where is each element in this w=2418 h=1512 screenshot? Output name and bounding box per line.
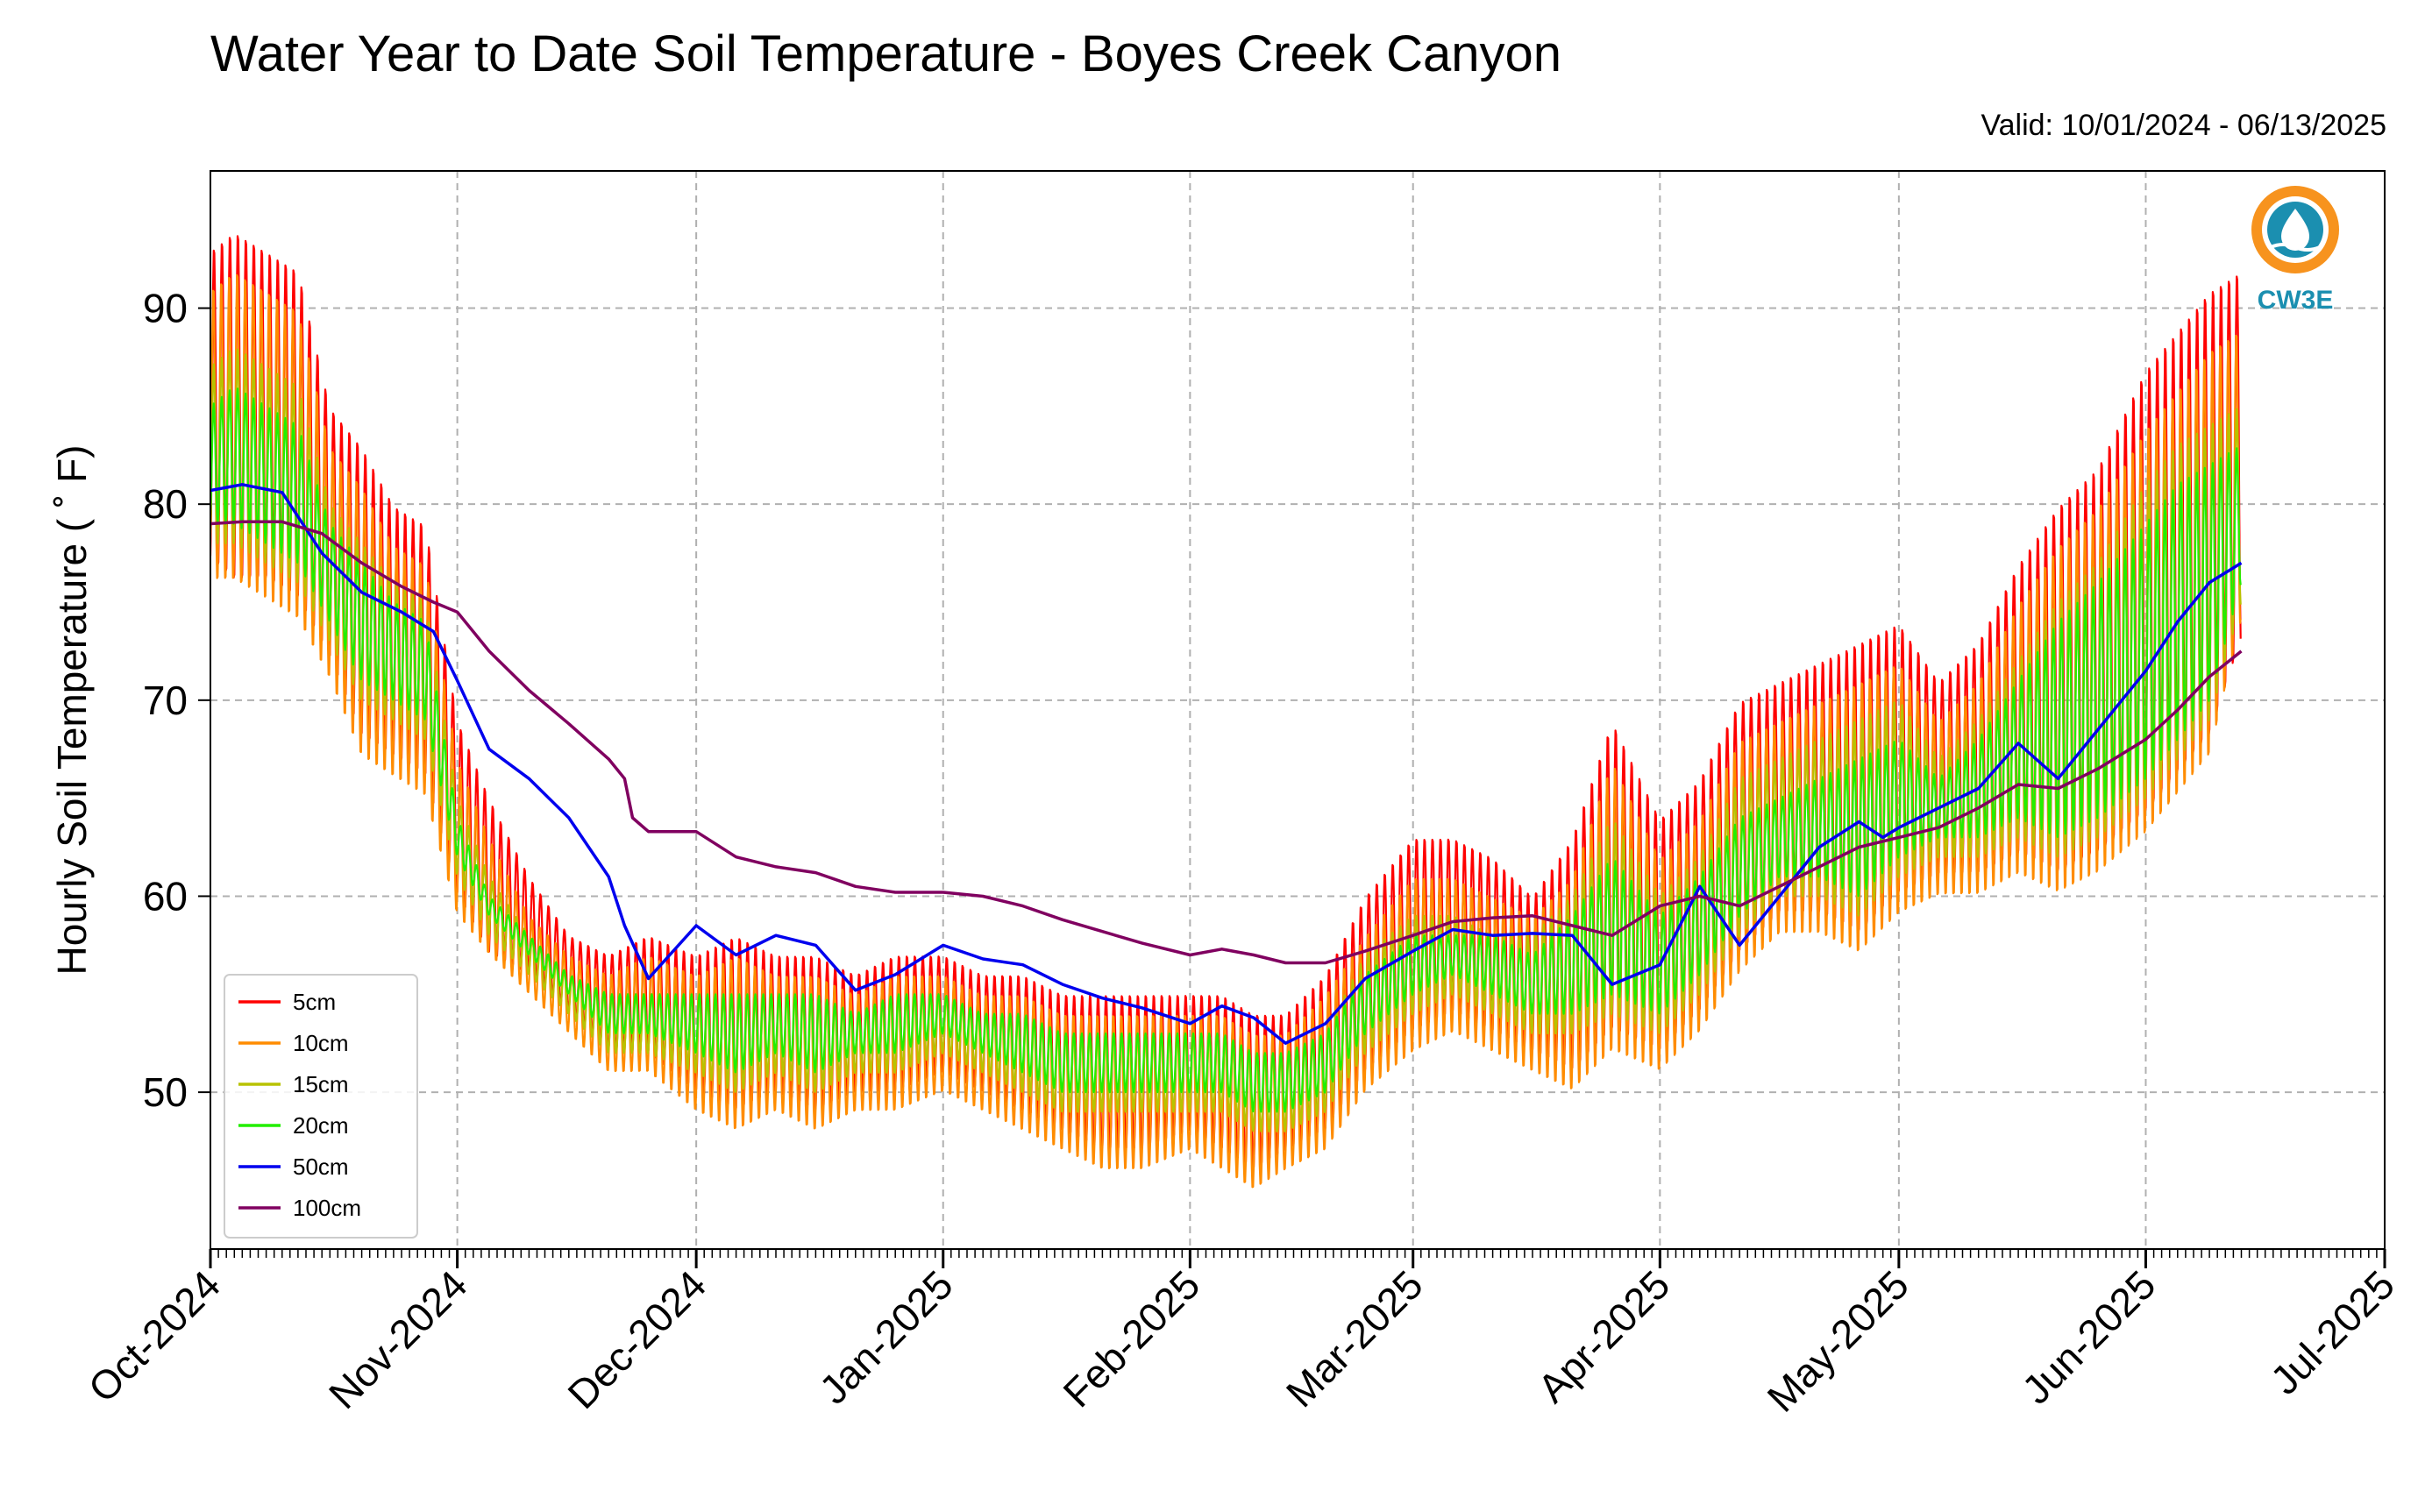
y-tick-label: 90 xyxy=(143,286,188,331)
y-tick-label: 50 xyxy=(143,1069,188,1115)
x-tick-label: Feb-2025 xyxy=(1054,1261,1208,1416)
x-tick-label: Dec-2024 xyxy=(558,1261,715,1417)
y-axis-title: Hourly Soil Temperature ( ˚ F) xyxy=(49,445,95,976)
x-tick-label: Jun-2025 xyxy=(2013,1261,2164,1412)
axes: 50 60 70 80 90 Oct-2024 Nov-2024 Dec-2024 Jan-20… xyxy=(80,286,2404,1421)
valid-date-range: Valid: 10/01/2024 - 06/13/2025 xyxy=(1981,109,2386,142)
series-line-20cm xyxy=(210,387,2242,1113)
y-tick-label: 60 xyxy=(143,873,188,919)
legend-label-50cm: 50cm xyxy=(293,1154,349,1180)
x-tick-label: Jul-2025 xyxy=(2262,1261,2404,1403)
x-tick-label: May-2025 xyxy=(1759,1261,1917,1420)
x-tick-label: Nov-2024 xyxy=(320,1261,476,1417)
x-minor-ticks xyxy=(210,1249,2386,1258)
legend-frame xyxy=(224,974,418,1239)
legend-label-5cm: 5cm xyxy=(293,989,336,1015)
y-tick-label: 70 xyxy=(143,678,188,723)
x-tick-label: Apr-2025 xyxy=(1529,1261,1679,1411)
series-line-100cm xyxy=(210,520,2243,965)
x-tick-label: Mar-2025 xyxy=(1277,1261,1432,1416)
series-line-10cm xyxy=(210,273,2242,1189)
series-line-50cm xyxy=(210,483,2243,1045)
plot-frame xyxy=(210,170,2386,1250)
legend-label-20cm: 20cm xyxy=(293,1112,349,1139)
legend-label-15cm: 15cm xyxy=(293,1071,349,1097)
x-tick-label: Jan-2025 xyxy=(810,1261,961,1412)
legend-label-100cm: 100cm xyxy=(293,1195,361,1221)
legend-label-10cm: 10cm xyxy=(293,1030,349,1056)
y-tick-label: 80 xyxy=(143,481,188,527)
cw3e-logo: CW3E xyxy=(2251,186,2339,315)
chart-title: Water Year to Date Soil Temperature - Bo… xyxy=(210,25,1561,82)
series-lines xyxy=(210,235,2243,1189)
legend: 5cm 10cm 15cm 20cm 50cm 100cm xyxy=(224,974,418,1239)
x-tick-label: Oct-2024 xyxy=(80,1261,230,1411)
logo-text: CW3E xyxy=(2258,286,2334,315)
series-line-5cm xyxy=(210,235,2242,1169)
